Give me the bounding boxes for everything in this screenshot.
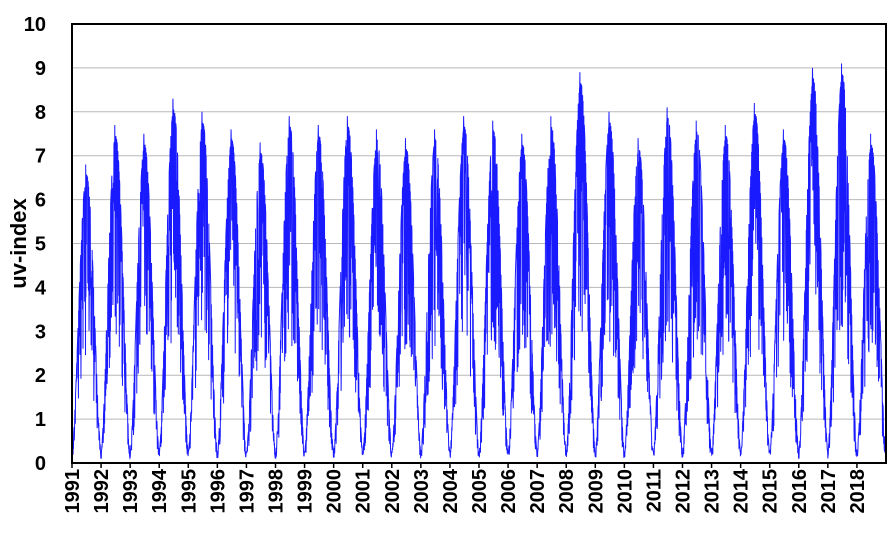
x-tick-label: 2014 [731, 468, 753, 513]
x-tick-label: 1996 [207, 469, 229, 514]
uv-index-series-line [71, 63, 887, 460]
x-tick-label: 2001 [353, 469, 375, 514]
x-tick-label: 1991 [62, 469, 84, 514]
x-tick-label: 2007 [527, 469, 549, 514]
x-tick-label: 2018 [847, 469, 869, 514]
y-tick-label: 2 [35, 365, 46, 387]
y-tick-label: 8 [35, 102, 46, 124]
x-tick-label: 2015 [760, 469, 782, 514]
y-tick-label: 0 [35, 453, 46, 475]
x-tick-label: 2012 [673, 469, 695, 514]
y-tick-label: 10 [24, 14, 46, 36]
y-axis-label: uv-index [6, 198, 31, 289]
y-tick-label: 7 [35, 146, 46, 168]
x-tick-label: 1994 [149, 468, 171, 513]
x-tick-label: 2004 [440, 468, 462, 513]
y-tick-label: 1 [35, 409, 46, 431]
x-tick-label: 1999 [295, 469, 317, 514]
x-tick-label: 2017 [818, 469, 840, 514]
x-axis: 1991 1992 1993 1994 1995 1996 1997 1998 1999 2000… [62, 463, 869, 514]
x-tick-label: 2008 [556, 469, 578, 514]
x-tick-label: 2011 [643, 469, 665, 512]
x-tick-label: 1993 [120, 469, 142, 514]
y-tick-label: 6 [35, 190, 46, 212]
x-tick-label: 1992 [91, 469, 113, 514]
x-tick-label: 2016 [789, 469, 811, 514]
y-tick-label: 5 [35, 234, 46, 256]
x-tick-label: 2013 [702, 469, 724, 514]
y-tick-label: 3 [35, 321, 46, 343]
x-tick-label: 1998 [266, 469, 288, 514]
y-tick-label: 9 [35, 58, 46, 80]
x-tick-label: 2005 [469, 469, 491, 514]
x-tick-label: 2000 [324, 469, 346, 514]
x-tick-label: 2010 [614, 469, 636, 514]
x-tick-label: 2009 [585, 469, 607, 514]
y-axis: 0 1 2 3 4 5 6 7 8 9 10 [24, 14, 47, 475]
x-tick-label: 1997 [236, 469, 258, 514]
series-uv-index [71, 63, 887, 460]
x-tick-label: 2006 [498, 469, 520, 514]
x-tick-label: 2003 [411, 469, 433, 514]
x-tick-label: 2002 [382, 469, 404, 514]
y-tick-label: 4 [35, 277, 47, 299]
x-tick-label: 1995 [178, 469, 200, 514]
